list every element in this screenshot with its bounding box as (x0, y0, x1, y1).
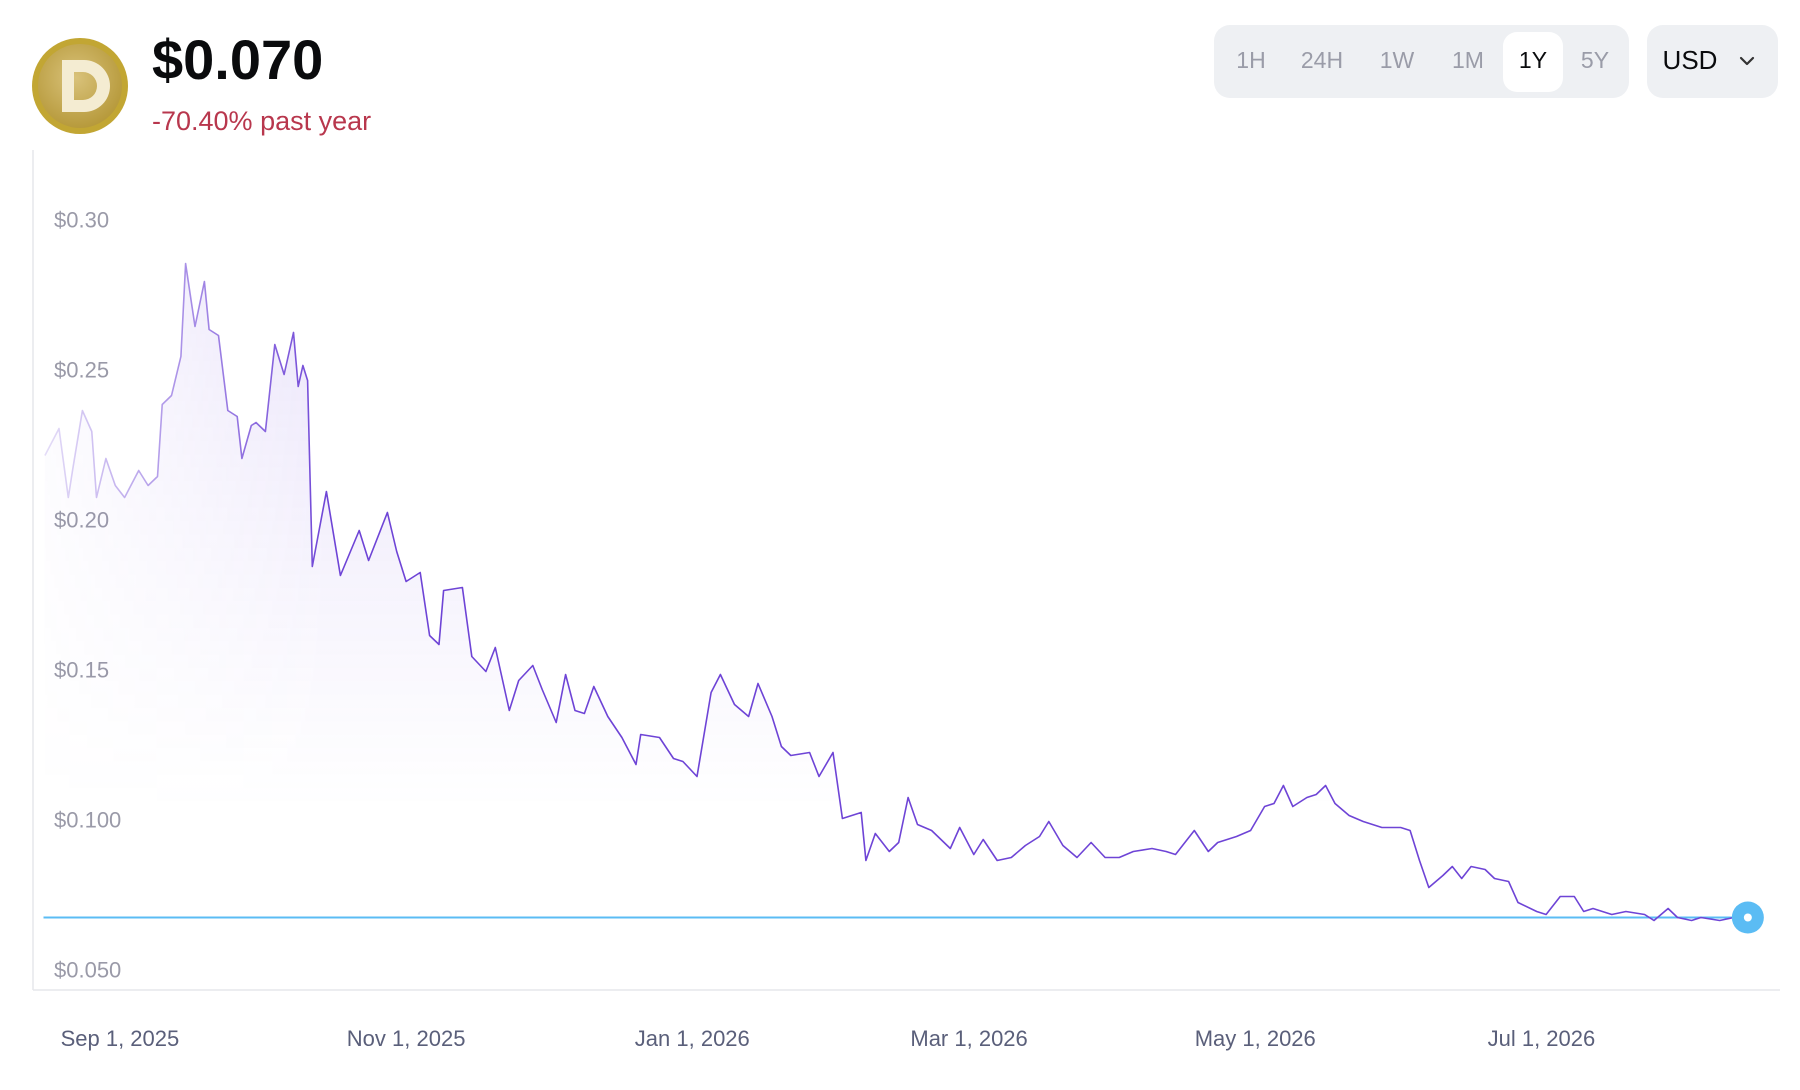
x-tick-label: Nov 1, 2025 (347, 1026, 466, 1051)
x-tick-label: Jul 1, 2026 (1488, 1026, 1596, 1051)
price-change: -70.40% past year (152, 106, 371, 136)
chevron (1739, 56, 1755, 66)
logo-face (38, 44, 122, 128)
timeframe-button[interactable]: 1W (1380, 47, 1415, 73)
current-price-dot (1743, 913, 1752, 922)
logo-mark (62, 60, 110, 112)
timeframe-button[interactable]: 1Y (1519, 47, 1547, 73)
x-tick-label: Jan 1, 2026 (635, 1026, 750, 1051)
timeframe-active-bg (1503, 32, 1563, 92)
x-tick-label: Sep 1, 2025 (61, 1026, 180, 1051)
x-tick-label: Mar 1, 2026 (910, 1026, 1027, 1051)
price-area (44, 263, 1748, 990)
timeframe-button[interactable]: 24H (1301, 47, 1343, 73)
price-line (44, 262, 1748, 922)
timeframe-buttons: 1H 24H 1W 1M 1Y 5Y (1236, 32, 1609, 92)
y-tick-label: $0.30 (54, 207, 109, 232)
coin-logo (32, 38, 128, 134)
x-tick-label: May 1, 2026 (1195, 1026, 1316, 1051)
timeframe-button[interactable]: 1M (1452, 47, 1484, 73)
currency-selector[interactable] (1647, 25, 1778, 98)
timeframe-button[interactable]: 1H (1236, 47, 1265, 73)
currency-label[interactable]: USD (1663, 45, 1718, 75)
price: $0.070 (152, 28, 323, 91)
timeframe-button[interactable]: 5Y (1581, 47, 1609, 73)
timeframe-selector (1214, 25, 1629, 98)
y-tick-label: $0.25 (54, 357, 109, 382)
